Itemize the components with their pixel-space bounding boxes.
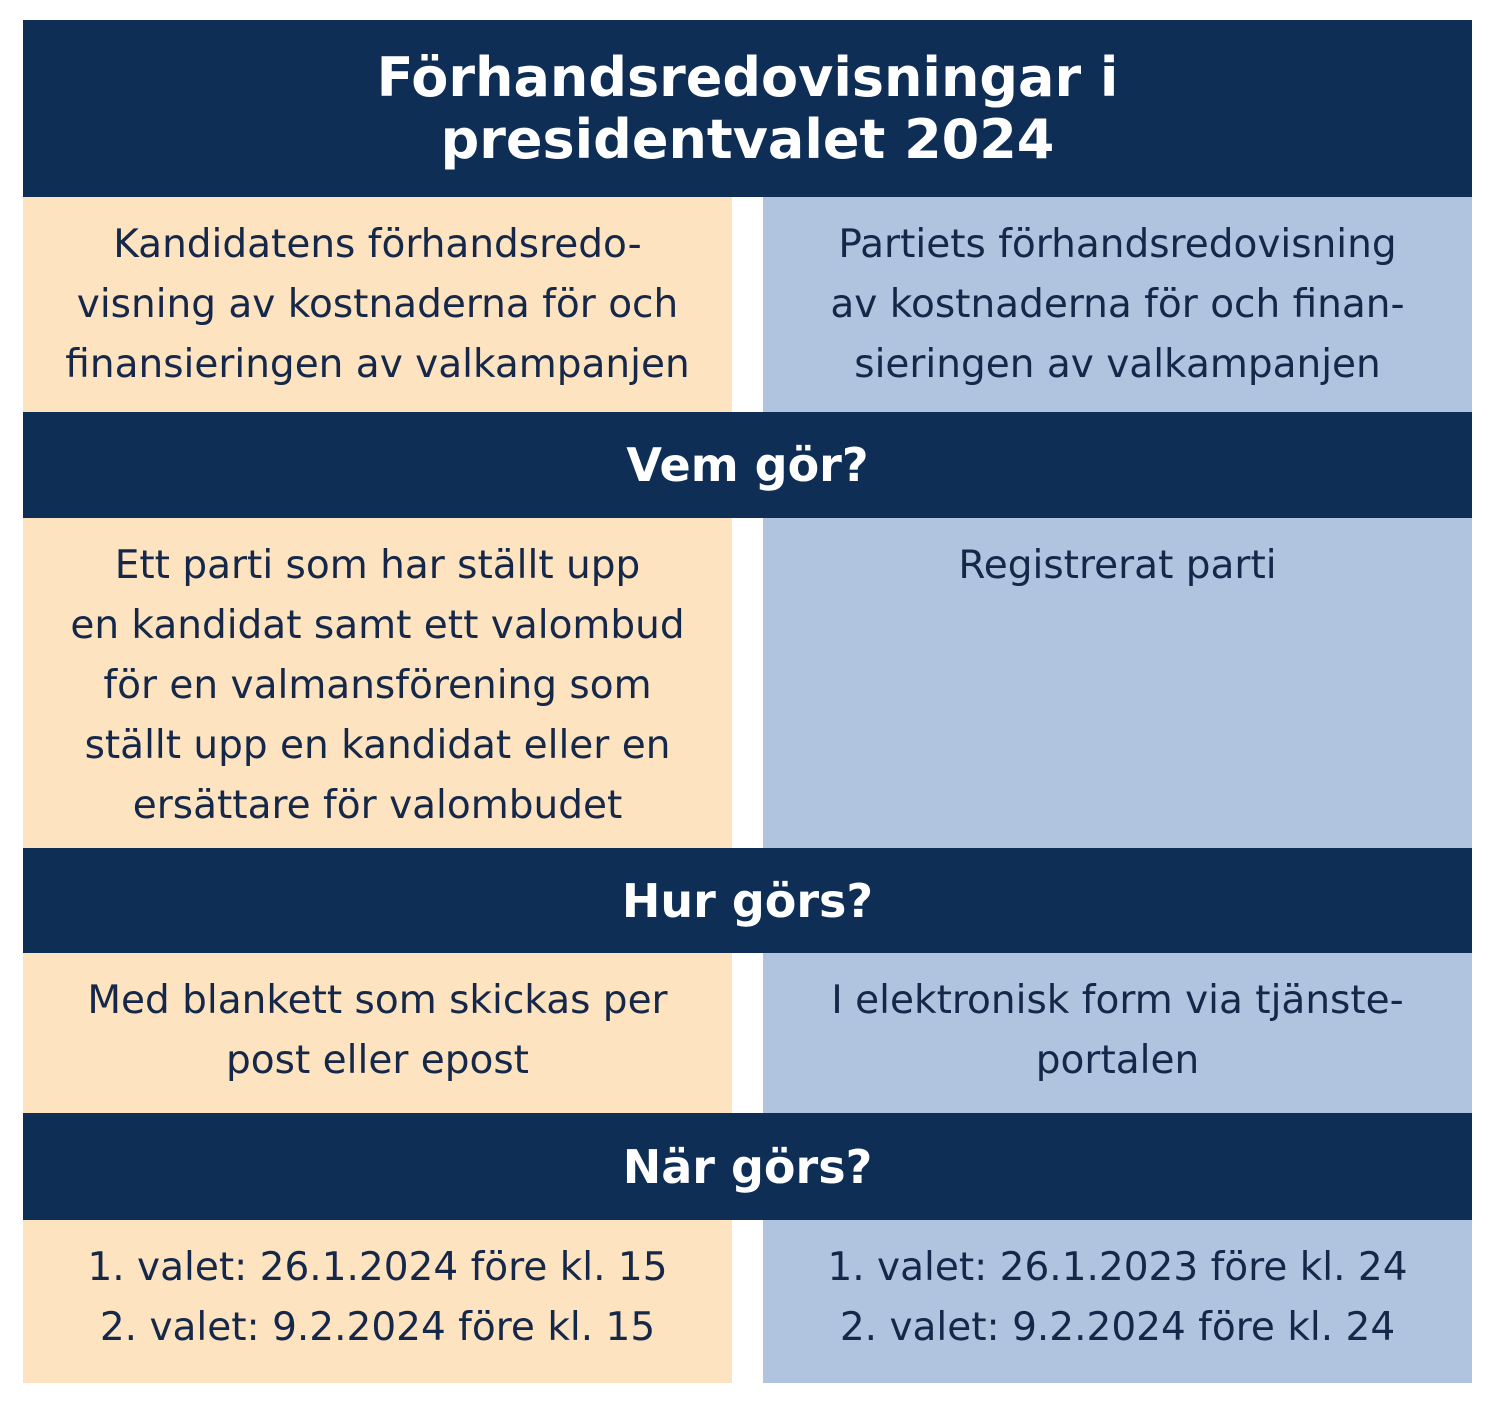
title-line: presidentvalet 2024 [440, 107, 1055, 171]
heading-text: När görs? [622, 1139, 873, 1194]
heading-text: Vem gör? [626, 438, 869, 492]
cell-line: ersättare för valombudet [132, 783, 623, 828]
candidate-cell: Med blankett som skickas per post eller e… [23, 953, 732, 1113]
cell-line: visning av kostnaderna för och [76, 282, 679, 327]
cell-line: post eller epost [226, 1038, 529, 1083]
cell-line: I elektronisk form via tjänste- [831, 978, 1404, 1023]
cell-line: Ett parti som har ställt upp [114, 543, 641, 588]
cell-line: finansieringen av valkampanjen [65, 342, 690, 387]
cell-line: Med blankett som skickas per [87, 978, 668, 1023]
cell-line: Registrerat parti [958, 543, 1277, 588]
section-heading: När görs? [23, 1113, 1472, 1220]
cell-line: Kandidatens förhandsredo- [113, 222, 642, 267]
party-cell: 1. valet: 26.1.2023 före kl. 24 2. valet:… [763, 1220, 1472, 1383]
section-heading: Vem gör? [23, 412, 1472, 518]
cell-line: 1. valet: 26.1.2023 före kl. 24 [827, 1245, 1408, 1290]
cell-line: ställt upp en kandidat eller en [84, 723, 671, 768]
cell-line: 2. valet: 9.2.2024 före kl. 24 [839, 1305, 1396, 1350]
party-cell: Registrerat parti [763, 518, 1472, 848]
cell-line: Partiets förhandsredovisning [838, 222, 1397, 267]
cell-line: en kandidat samt ett valombud [70, 603, 685, 648]
candidate-cell: Kandidatens förhandsredo-visning av kost… [23, 197, 732, 412]
heading-text: Hur görs? [621, 873, 874, 928]
party-cell: Partiets förhandsredovisning av kostnader… [763, 197, 1472, 412]
candidate-cell: 1. valet: 26.1.2024 före kl. 15 2. valet:… [23, 1220, 732, 1383]
cell-line: av kostnaderna för och finan- [830, 282, 1405, 327]
cell-line: 1. valet: 26.1.2024 före kl. 15 [87, 1245, 668, 1290]
party-cell: I elektronisk form via tjänste-portalen [763, 953, 1472, 1113]
title-line: Förhandsredovisningar i [376, 45, 1119, 109]
cell-line: för en valmansförening som [103, 663, 652, 708]
cell-line: portalen [1035, 1038, 1200, 1083]
cell-line: sieringen av valkampanjen [854, 342, 1381, 387]
section-heading: Hur görs? [23, 848, 1472, 953]
title-band: Förhandsredovisningar i presidentvalet 20… [23, 20, 1472, 197]
candidate-cell: Ett parti som har ställt upp en kandidat … [23, 518, 732, 848]
cell-line: 2. valet: 9.2.2024 före kl. 15 [99, 1305, 656, 1350]
